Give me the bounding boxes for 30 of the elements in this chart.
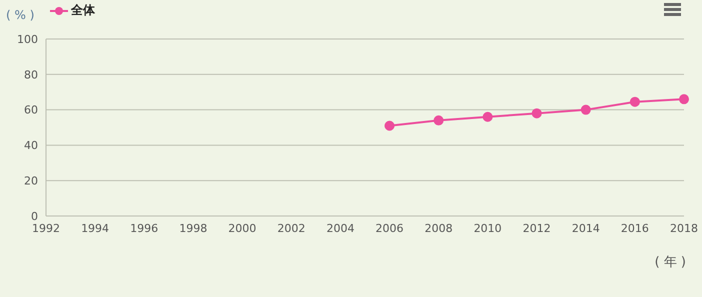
x-tick-label: 1998 [179, 222, 208, 235]
x-tick-label: 1994 [81, 222, 110, 235]
point [679, 94, 689, 104]
y-axis-title: ( % ) [6, 8, 34, 22]
point [580, 104, 591, 115]
y-tick-label: 0 [31, 210, 38, 223]
point [384, 120, 395, 131]
x-tick-label: 1992 [32, 222, 60, 235]
y-tick-label: 100 [17, 32, 38, 46]
x-axis-title: ( 年 ) [654, 254, 686, 271]
x-tick-label: 2010 [474, 222, 502, 235]
point [630, 96, 640, 107]
x-tick-label: 2000 [228, 222, 256, 235]
x-tick-label: 2008 [424, 222, 453, 235]
y-tick-label: 20 [24, 174, 38, 188]
x-tick-label: 2018 [670, 222, 698, 235]
y-tick-label: 60 [24, 104, 38, 117]
point [532, 108, 542, 118]
x-tick-label: 1996 [130, 222, 158, 235]
x-tick-label: 2004 [326, 222, 354, 235]
y-tick-label: 80 [24, 68, 38, 82]
point [434, 115, 444, 126]
x-tick-label: 2006 [376, 222, 404, 235]
legend-label: 全体 [71, 2, 95, 19]
x-tick-label: 2012 [522, 222, 551, 235]
y-tick-label: 40 [24, 139, 38, 152]
x-tick-label: 2016 [620, 222, 649, 235]
x-tick-label: 2002 [277, 222, 306, 235]
x-tick-label: 2014 [572, 222, 600, 235]
point [482, 112, 493, 122]
